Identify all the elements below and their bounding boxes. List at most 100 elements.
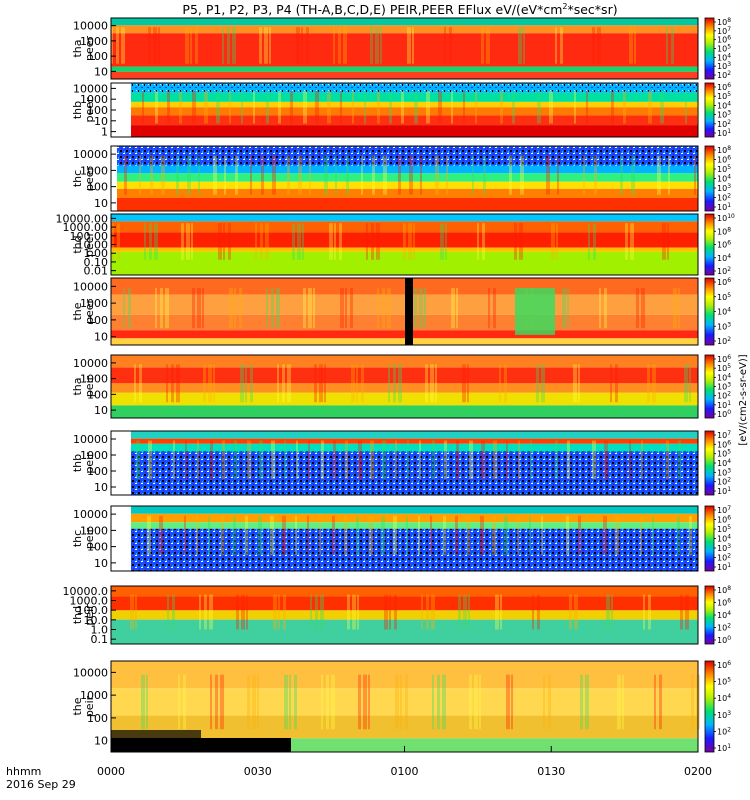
colorbar-tick-label: 103 [717, 110, 731, 120]
y-tick-label: 1000 [80, 35, 108, 48]
colorbar-tick-label: 1010 [717, 213, 735, 223]
probe-name: thc [71, 530, 84, 547]
time-axis-label: hhmm [6, 765, 41, 778]
y-axis-label: thapeir [71, 375, 96, 397]
colorbar-tick-label: 104 [717, 100, 731, 110]
y-tick-label: 10 [94, 65, 108, 78]
probe-name: thd [71, 235, 84, 253]
y-tick-label: 1000 [80, 689, 108, 702]
colorbar-tick-label: 108 [717, 17, 731, 27]
probe-name: tha [71, 377, 84, 395]
colorbar-tick-label: 103 [717, 321, 731, 331]
spectrogram-thc-peir [111, 506, 698, 571]
y-tick-label: 1.0 [91, 624, 109, 637]
colorbar-tick-label: 106 [717, 277, 731, 287]
spectrogram-the-peir [111, 661, 700, 752]
colorbar-tick-label: 102 [717, 70, 731, 80]
colorbar-tick-label: 102 [717, 477, 731, 487]
panel-frame [110, 277, 699, 346]
colorbar-tick-label: 103 [717, 710, 731, 720]
colorbar-tick-label: 100 [717, 635, 731, 645]
colorbar-tick-label: 100 [717, 409, 731, 419]
y-tick-label: 10000 [73, 508, 108, 521]
y-tick-label: 1 [101, 126, 108, 139]
x-tick-label: 0130 [537, 765, 565, 778]
probe-name: the [71, 302, 84, 320]
colorbar-tick-label: 105 [717, 677, 731, 687]
species-name: peir [83, 527, 96, 549]
y-axis-label: thcpeir [71, 527, 96, 549]
spectrogram-thd-peir [111, 586, 698, 644]
colorbar-tick-label: 102 [717, 553, 731, 563]
colorbar-tick-label: 106 [717, 515, 731, 525]
y-axis-label: thepeir [71, 695, 96, 717]
species-name: peer [83, 299, 96, 325]
panel-frame [110, 505, 699, 572]
species-name: peir [83, 375, 96, 397]
colorbar-tick-label: 102 [717, 336, 731, 346]
probe-name: thb [71, 454, 84, 472]
y-tick-label: 10000 [73, 82, 108, 95]
spectrogram-the-peer [111, 278, 698, 345]
y-tick-label: 1000 [80, 93, 108, 106]
y-tick-label: 1000 [80, 524, 108, 537]
y-tick-label: 100 [87, 104, 108, 117]
colorbar-tick-label: 103 [717, 183, 731, 193]
colorbar-tick-label: 102 [717, 193, 731, 203]
y-tick-label: 10000.00 [56, 212, 109, 225]
colorbar-tick-label: 104 [717, 693, 731, 703]
colorbar-tick-label: 103 [717, 543, 731, 553]
colorbar-tick-label: 101 [717, 743, 731, 753]
y-axis-label: thdpeir [71, 604, 96, 626]
y-tick-label: 10 [94, 404, 108, 417]
colorbar: 102 103 104 105 106 [704, 277, 731, 346]
colorbar-tick-label: 101 [717, 400, 731, 410]
y-tick-label: 100 [87, 181, 108, 194]
y-tick-label: 1000.00 [63, 221, 109, 234]
colorbar-tick-label: 105 [717, 91, 731, 101]
colorbar-label: [eV/(cm2-s-sr-eV)] [738, 354, 749, 445]
colorbar-tick-label: 104 [717, 610, 731, 620]
panel-frame [110, 585, 699, 645]
y-tick-label: 10000.0 [63, 585, 109, 598]
y-tick-label: 100 [87, 388, 108, 401]
y-tick-label: 10000 [73, 666, 108, 679]
panel-thd-peir: thdpeir0.11.010.0100.01000.010000.010010… [63, 585, 732, 646]
y-axis-label: thapeer [71, 36, 96, 62]
colorbar-tick-label: 104 [717, 174, 731, 184]
colorbar-tick-label: 106 [717, 35, 731, 45]
species-name: peer [83, 232, 96, 258]
y-tick-label: 10000 [73, 280, 108, 293]
y-tick-label: 100 [87, 314, 108, 327]
x-tick-label: 0200 [684, 765, 712, 778]
figure-title: P5, P1, P2, P3, P4 (TH-A,B,C,D,E) PEIR,P… [182, 2, 617, 17]
colorbar-tick-label: 106 [717, 82, 731, 92]
probe-name: the [71, 697, 84, 715]
colorbar-tick-label: 102 [717, 726, 731, 736]
panel-the-peir: thepeir 10 100 1000 10000 101 102 103 104 105 106 [71, 660, 731, 753]
colorbar-tick-label: 108 [717, 585, 731, 595]
y-tick-label: 10000 [73, 20, 108, 33]
panel-frame [110, 145, 699, 212]
time-axis-date: 2016 Sep 29 [6, 778, 76, 791]
colorbar-tick-label: 105 [717, 292, 731, 302]
colorbar-tick-label: 101 [717, 202, 731, 212]
colorbar-tick-label: 107 [717, 26, 731, 36]
spectrogram-tha-peir [111, 355, 698, 418]
time-axis: hhmm 2016 Sep 29 0000 0030 0100 0130 0200 [6, 746, 712, 791]
panel-tha-peer: thapeer 10 100 1000 10000 1021031041051061071… [71, 17, 731, 80]
x-tick-label: 0030 [244, 765, 272, 778]
y-tick-label: 0.10 [84, 256, 109, 269]
panel-thd-peer: thdpeer 0.010.101.0010.00100.001000.00100… [56, 212, 736, 277]
y-tick-label: 10 [94, 557, 108, 570]
colorbar-tick-label: 101 [717, 562, 731, 572]
colorbar-tick-label: 104 [717, 253, 731, 263]
colorbar-tick-label: 106 [717, 439, 731, 449]
panel-thc-peir: thcpeir 10 100 1000 10000 1011021031041051061… [71, 505, 731, 572]
colorbar-tick-label: 105 [717, 363, 731, 373]
y-tick-label: 10 [94, 331, 108, 344]
colorbar-tick-label: 104 [717, 372, 731, 382]
y-tick-label: 1000 [80, 297, 108, 310]
